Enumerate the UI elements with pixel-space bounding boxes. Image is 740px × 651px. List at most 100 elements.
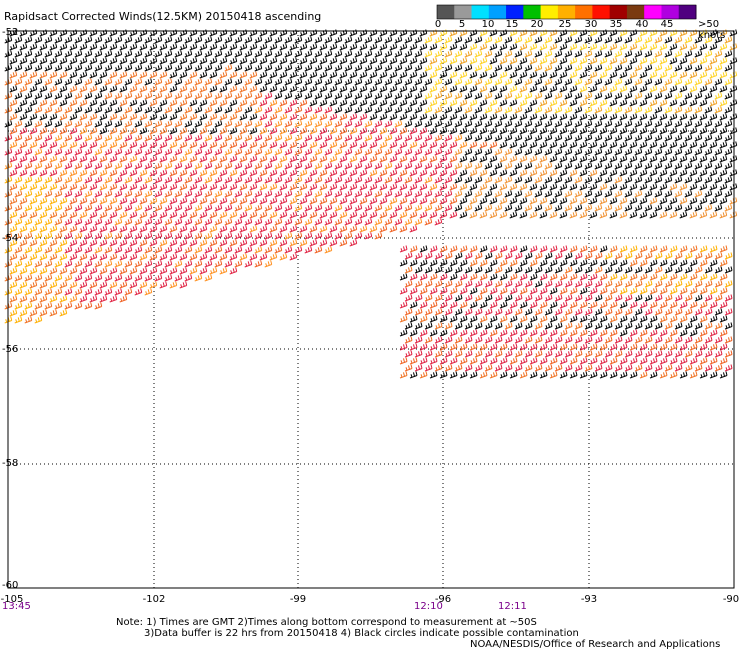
wind-barb [644, 78, 653, 86]
wind-barb [539, 273, 548, 281]
legend-swatch [471, 5, 490, 19]
wind-barb [394, 204, 403, 212]
wind-barb [609, 71, 618, 79]
wind-barb [469, 113, 478, 121]
wind-barb [604, 350, 613, 358]
wind-barb [514, 350, 523, 358]
wind-barb [554, 134, 563, 142]
wind-barb [389, 183, 398, 191]
wind-barb [199, 211, 208, 219]
wind-barb [514, 176, 523, 184]
wind-barb [329, 127, 338, 135]
wind-barb [504, 162, 513, 170]
wind-barb [209, 127, 218, 135]
wind-barb [49, 309, 58, 317]
wind-barb [114, 64, 123, 72]
wind-barb [14, 190, 23, 198]
wind-barb [289, 43, 298, 51]
wind-barb [44, 106, 53, 114]
wind-barb [509, 169, 518, 177]
wind-barb [644, 176, 653, 184]
wind-barb [554, 78, 563, 86]
wind-barb [549, 99, 558, 107]
wind-barb [549, 113, 558, 121]
wind-barb [124, 64, 133, 72]
wind-barb [324, 36, 333, 44]
wind-barb [519, 43, 528, 51]
wind-barb [194, 246, 203, 254]
wind-barb [159, 29, 168, 37]
wind-barb [29, 239, 38, 247]
wind-barb [594, 36, 603, 44]
wind-barb [354, 204, 363, 212]
wind-barb [494, 134, 503, 142]
wind-barb [179, 71, 188, 79]
wind-barb [619, 43, 628, 51]
wind-barb [164, 92, 173, 100]
wind-barb [539, 357, 548, 365]
wind-barb [639, 245, 648, 253]
wind-barb [119, 239, 128, 247]
wind-barb [729, 57, 738, 65]
wind-barb [194, 36, 203, 44]
wind-barb [244, 204, 253, 212]
wind-barb [384, 36, 393, 44]
wind-barb [469, 329, 478, 337]
wind-barb [589, 371, 598, 379]
wind-barb [569, 127, 578, 135]
wind-barb [519, 287, 528, 295]
wind-barb [104, 92, 113, 100]
wind-barb [684, 266, 693, 274]
wind-barb [119, 29, 128, 37]
wind-barb [479, 287, 488, 295]
wind-barb [679, 301, 688, 309]
wind-barb [609, 197, 618, 205]
wind-barb [689, 315, 698, 323]
wind-barb [419, 371, 428, 379]
wind-barb [259, 113, 268, 121]
wind-barb [559, 169, 568, 177]
wind-barb [39, 281, 48, 289]
wind-barb [9, 253, 18, 261]
wind-barb [149, 85, 158, 93]
wind-barb [439, 43, 448, 51]
wind-barb [69, 225, 78, 233]
wind-barb [444, 134, 453, 142]
wind-barb [574, 64, 583, 72]
wind-barb [39, 29, 48, 37]
wind-barb [419, 197, 428, 205]
wind-barb [149, 99, 158, 107]
wind-barb [364, 134, 373, 142]
wind-barb [414, 176, 423, 184]
wind-barb [419, 85, 428, 93]
wind-barb [14, 162, 23, 170]
wind-barb [84, 218, 93, 226]
wind-barb [329, 57, 338, 65]
legend-swatch [644, 5, 662, 19]
wind-barb [429, 343, 438, 351]
wind-barb [629, 85, 638, 93]
wind-barb [269, 99, 278, 107]
wind-barb [304, 204, 313, 212]
wind-barb [19, 295, 28, 303]
wind-barb [389, 155, 398, 163]
wind-barb [669, 211, 678, 219]
wind-barb [544, 92, 553, 100]
wind-barb [479, 113, 488, 121]
wind-barb [224, 120, 233, 128]
wind-barb [534, 322, 543, 330]
wind-barb [434, 294, 443, 302]
wind-barb [514, 294, 523, 302]
wind-barb [379, 155, 388, 163]
wind-barb [649, 71, 658, 79]
wind-barb [699, 259, 708, 267]
wind-barb [189, 43, 198, 51]
wind-barb [189, 71, 198, 79]
wind-barb [349, 127, 358, 135]
wind-barb [229, 43, 238, 51]
wind-barb [539, 57, 548, 65]
wind-barb [154, 246, 163, 254]
wind-barb [284, 134, 293, 142]
wind-barb [279, 169, 288, 177]
wind-barb [489, 43, 498, 51]
